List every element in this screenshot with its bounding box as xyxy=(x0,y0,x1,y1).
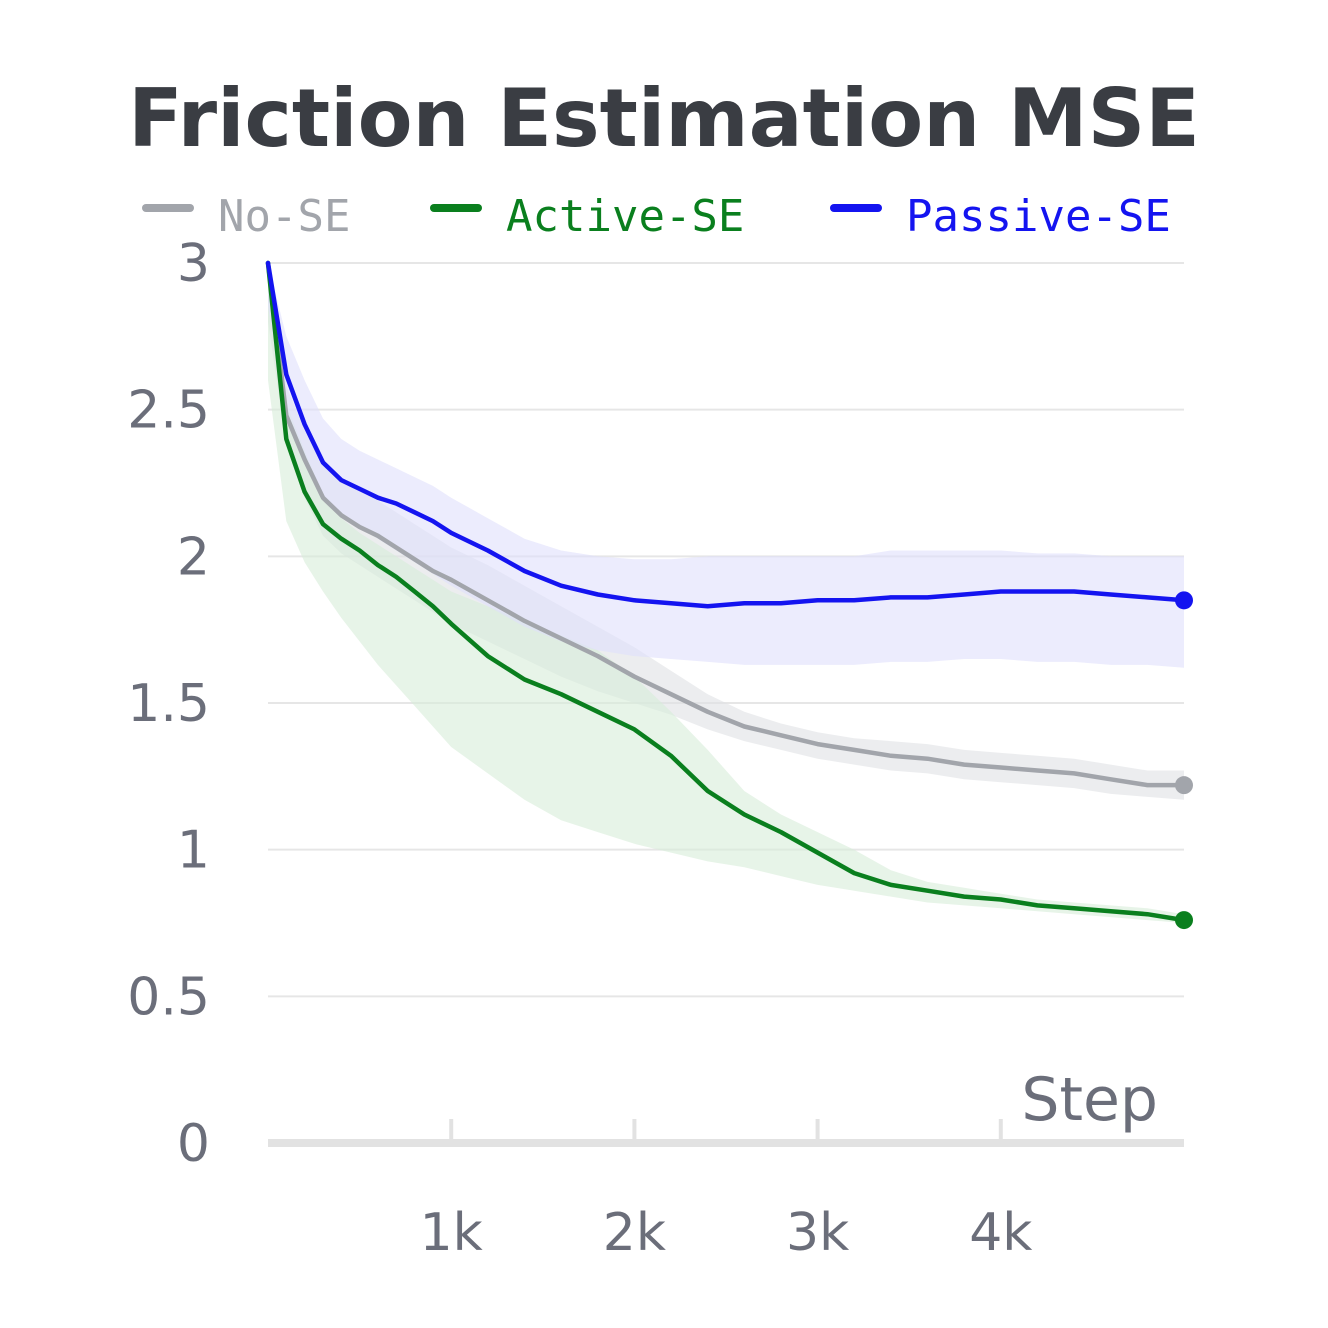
legend: No-SE Active-SE Passive-SE xyxy=(142,191,1171,242)
end-marker-no-se xyxy=(1175,776,1193,795)
legend-label-active-se: Active-SE xyxy=(506,191,744,242)
end-marker-active-se xyxy=(1175,911,1193,930)
y-tick-label: 3 xyxy=(177,234,210,294)
y-tick-label: 2.5 xyxy=(127,381,210,441)
y-tick-label: 0.5 xyxy=(127,967,210,1027)
y-axis: 0 0.5 1 1.5 2 2.5 3 xyxy=(127,234,210,1174)
series-lines xyxy=(265,260,1193,930)
band-passive-se xyxy=(268,263,1184,668)
y-tick-label: 1 xyxy=(177,821,210,881)
x-tick-label: 2k xyxy=(603,1203,666,1263)
y-tick-label: 0 xyxy=(177,1114,210,1174)
band-active-se xyxy=(268,263,1184,923)
x-tick-label: 3k xyxy=(786,1203,849,1263)
line-no-se xyxy=(265,260,1187,788)
legend-label-no-se: No-SE xyxy=(218,191,350,242)
y-tick-label: 1.5 xyxy=(127,674,210,734)
x-axis-label: Step xyxy=(1021,1065,1158,1135)
end-marker-passive-se xyxy=(1175,591,1193,610)
chart-title: Friction Estimation MSE xyxy=(128,72,1200,165)
y-tick-label: 2 xyxy=(177,527,210,587)
line-active-se xyxy=(265,260,1187,923)
confidence-bands xyxy=(268,263,1184,923)
legend-label-passive-se: Passive-SE xyxy=(906,191,1171,242)
line-passive-se xyxy=(265,260,1187,609)
x-tick-label: 4k xyxy=(969,1203,1032,1263)
x-tick-label: 1k xyxy=(420,1203,483,1263)
x-axis: 1k 2k 3k 4k xyxy=(268,1119,1184,1263)
